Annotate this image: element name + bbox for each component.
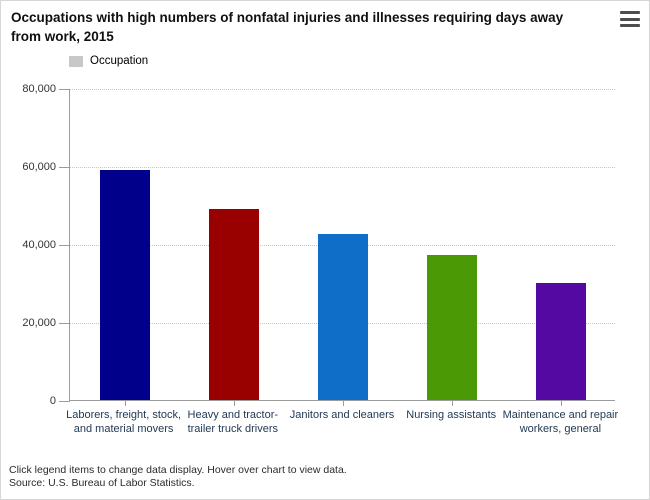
source-text: Source: U.S. Bureau of Labor Statistics.	[9, 477, 195, 489]
menu-button[interactable]	[620, 11, 640, 27]
x-axis-tick	[233, 401, 235, 406]
bar-2[interactable]	[208, 208, 259, 400]
interaction-hint-text: Click legend items to change data displa…	[9, 464, 347, 476]
x-axis-category-label: Maintenance and repair workers, general	[502, 409, 619, 435]
bar-4[interactable]	[427, 254, 478, 400]
bar-1[interactable]	[99, 169, 150, 400]
y-axis-tick-label: 40,000	[22, 239, 56, 251]
legend-swatch-icon	[69, 55, 83, 67]
y-axis-tick-label: 60,000	[22, 161, 56, 173]
x-axis-category-label: Nursing assistants	[406, 409, 497, 421]
x-axis-tick	[124, 401, 126, 406]
x-axis-category-label: Heavy and tractor-trailer truck drivers	[187, 409, 279, 435]
y-axis-tick	[59, 167, 70, 168]
y-axis-tick	[59, 245, 70, 246]
x-axis-tick	[452, 401, 454, 406]
plot-area	[59, 89, 615, 406]
x-axis-category-label: Laborers, freight, stock, and material m…	[66, 409, 182, 435]
legend-item-occupation[interactable]: Occupation	[69, 55, 148, 67]
x-axis-tick	[561, 401, 563, 406]
y-axis-tick	[59, 89, 70, 90]
y-axis-tick	[59, 401, 70, 402]
hamburger-menu-icon	[620, 11, 640, 14]
x-axis-tick	[343, 401, 344, 406]
x-axis-category-label: Janitors and cleaners	[289, 409, 395, 421]
hamburger-menu-icon	[620, 24, 640, 27]
gridline	[70, 167, 615, 168]
chart-title: Occupations with high numbers of nonfata…	[11, 10, 564, 44]
y-axis-tick-label: 20,000	[22, 317, 56, 329]
y-axis-tick	[59, 323, 70, 324]
legend-label: Occupation	[90, 55, 149, 67]
bar-5[interactable]	[536, 283, 587, 400]
y-axis-tick-label: 80,000	[22, 83, 56, 95]
y-axis-tick-label: 0	[49, 395, 56, 407]
gridline	[70, 89, 615, 90]
bar-3[interactable]	[318, 234, 368, 400]
hamburger-menu-icon	[620, 17, 640, 21]
